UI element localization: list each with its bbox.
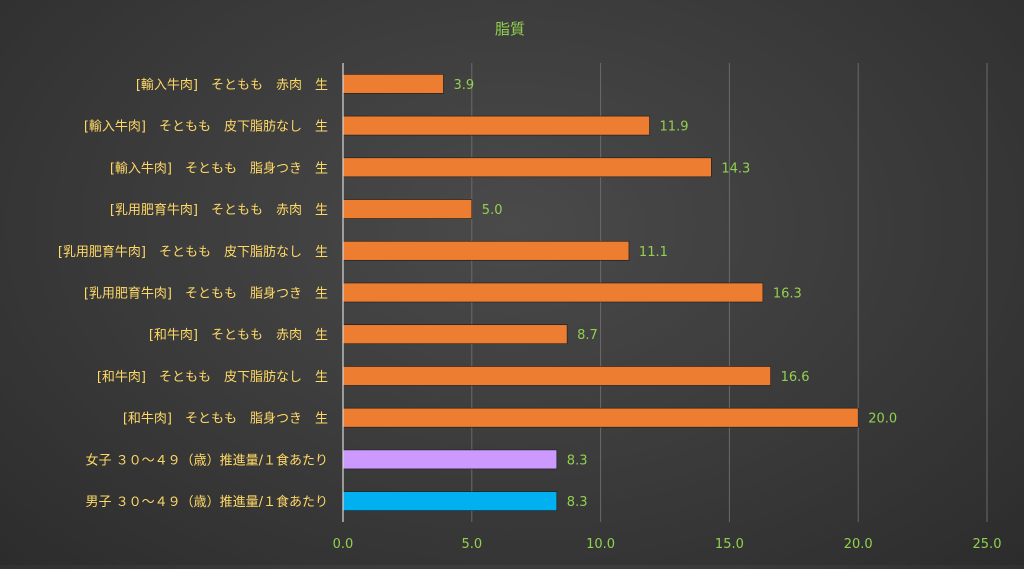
category-label: 男子 ３０～４９（歳）推進量/１食あたり <box>85 494 328 510</box>
x-tick-label: 15.0 <box>715 537 744 552</box>
bar <box>342 449 558 470</box>
value-label: 20.0 <box>868 412 897 427</box>
value-label: 14.3 <box>721 161 750 176</box>
bar <box>342 199 473 219</box>
value-label: 8.3 <box>567 453 588 468</box>
category-label: [乳用肥育牛肉] そともも 皮下脂肪なし 生 <box>58 244 328 260</box>
x-tick-label: 20.0 <box>844 537 873 552</box>
bar <box>342 491 558 511</box>
bar <box>342 366 771 386</box>
x-tick-label: 25.0 <box>973 537 1002 552</box>
bar <box>342 240 630 261</box>
x-tick-label: 10.0 <box>586 537 615 552</box>
bar <box>342 74 444 94</box>
category-label: [輸入牛肉] そともも 赤肉 生 <box>136 78 328 93</box>
x-tick-label: 5.0 <box>461 537 482 552</box>
value-label: 3.9 <box>453 78 474 93</box>
value-labels: 3.9 11.9 14.3 5.0 11.1 16.3 8.7 16.6 20.0 8.3 8.3 <box>453 78 897 510</box>
x-tick-label: 0.0 <box>333 537 354 552</box>
category-label: [和牛肉] そともも 脂身つき 生 <box>123 411 328 427</box>
chart-title: 脂質 <box>495 20 525 38</box>
value-label: 11.9 <box>660 120 689 135</box>
bar <box>342 324 568 345</box>
category-label: [和牛肉] そともも 赤肉 生 <box>149 328 328 343</box>
bar <box>342 115 650 136</box>
bar <box>342 157 712 178</box>
category-label: [和牛肉] そともも 皮下脂肪なし 生 <box>97 369 328 385</box>
value-label: 11.1 <box>639 245 668 260</box>
bar <box>342 407 859 428</box>
value-label: 16.6 <box>781 370 810 385</box>
value-label: 8.3 <box>567 495 588 510</box>
category-labels: [輸入牛肉] そともも 赤肉 生 [輸入牛肉] そともも 皮下脂肪なし 生 [輸入牛… <box>58 78 328 510</box>
value-label: 5.0 <box>482 203 503 218</box>
x-tick-labels: 0.0 5.0 10.0 15.0 20.0 25.0 <box>333 537 1002 552</box>
category-label: 女子 ３０～４９（歳）推進量/１食あたり <box>85 452 328 468</box>
category-label: [乳用肥育牛肉] そともも 赤肉 生 <box>110 202 328 218</box>
value-label: 16.3 <box>773 287 802 302</box>
bar <box>342 282 764 303</box>
category-label: [輸入牛肉] そともも 脂身つき 生 <box>110 160 328 176</box>
value-label: 8.7 <box>577 328 598 343</box>
category-label: [乳用肥育牛肉] そともも 脂身つき 生 <box>84 286 328 302</box>
bars <box>342 74 859 511</box>
category-label: [輸入牛肉] そともも 皮下脂肪なし 生 <box>84 119 328 135</box>
